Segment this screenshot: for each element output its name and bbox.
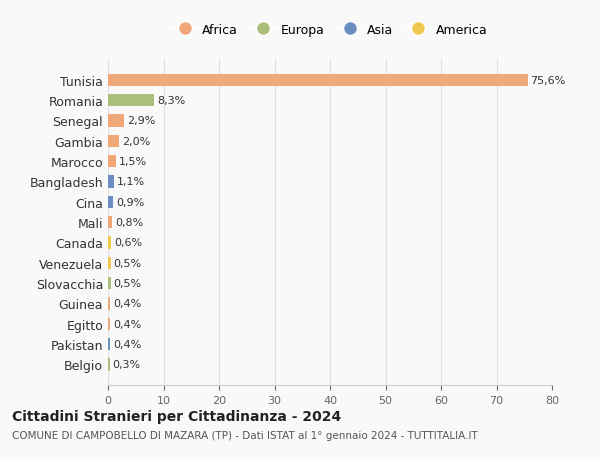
- Bar: [108, 237, 112, 249]
- Text: 75,6%: 75,6%: [530, 76, 566, 85]
- Text: 1,5%: 1,5%: [119, 157, 147, 167]
- Text: 0,4%: 0,4%: [113, 319, 141, 329]
- Text: COMUNE DI CAMPOBELLO DI MAZARA (TP) - Dati ISTAT al 1° gennaio 2024 - TUTTITALIA: COMUNE DI CAMPOBELLO DI MAZARA (TP) - Da…: [12, 431, 478, 440]
- Text: 0,4%: 0,4%: [113, 339, 141, 349]
- Text: 0,3%: 0,3%: [112, 360, 140, 369]
- Bar: [108, 298, 110, 310]
- Text: 0,8%: 0,8%: [115, 218, 143, 228]
- Bar: [108, 217, 112, 229]
- Bar: [108, 156, 116, 168]
- Text: 0,5%: 0,5%: [113, 258, 142, 268]
- Bar: [108, 74, 527, 87]
- Text: 8,3%: 8,3%: [157, 96, 185, 106]
- Text: 0,6%: 0,6%: [114, 238, 142, 248]
- Text: 0,5%: 0,5%: [113, 279, 142, 288]
- Text: 1,1%: 1,1%: [117, 177, 145, 187]
- Text: 2,9%: 2,9%: [127, 116, 155, 126]
- Text: Cittadini Stranieri per Cittadinanza - 2024: Cittadini Stranieri per Cittadinanza - 2…: [12, 409, 341, 423]
- Bar: [108, 358, 110, 371]
- Legend: Africa, Europa, Asia, America: Africa, Europa, Asia, America: [172, 23, 488, 37]
- Bar: [108, 277, 111, 290]
- Bar: [108, 196, 113, 208]
- Text: 2,0%: 2,0%: [122, 136, 150, 146]
- Text: 0,4%: 0,4%: [113, 299, 141, 309]
- Bar: [108, 318, 110, 330]
- Bar: [108, 176, 114, 188]
- Bar: [108, 338, 110, 351]
- Bar: [108, 95, 154, 107]
- Bar: [108, 115, 124, 127]
- Bar: [108, 257, 111, 269]
- Text: 0,9%: 0,9%: [116, 197, 144, 207]
- Bar: [108, 135, 119, 147]
